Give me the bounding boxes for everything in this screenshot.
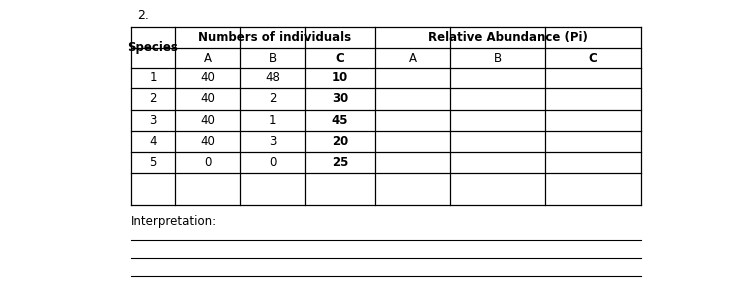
Text: B: B	[494, 52, 502, 65]
Text: 5: 5	[149, 156, 157, 169]
Text: 30: 30	[332, 92, 348, 105]
Text: Relative Abundance (Pi): Relative Abundance (Pi)	[428, 31, 588, 44]
Text: 3: 3	[268, 135, 276, 148]
Text: 45: 45	[332, 114, 348, 127]
Text: 3: 3	[149, 114, 157, 127]
Text: 48: 48	[265, 71, 280, 84]
Text: C: C	[589, 52, 597, 65]
Text: C: C	[336, 52, 344, 65]
Text: 2.: 2.	[137, 9, 148, 22]
Text: Interpretation:: Interpretation:	[131, 215, 218, 228]
Text: 40: 40	[200, 92, 215, 105]
Text: 20: 20	[332, 135, 348, 148]
Text: 40: 40	[200, 71, 215, 84]
Text: 10: 10	[332, 71, 348, 84]
Text: A: A	[409, 52, 416, 65]
Text: 0: 0	[204, 156, 212, 169]
Text: 1: 1	[268, 114, 276, 127]
Text: 0: 0	[268, 156, 276, 169]
Text: 25: 25	[332, 156, 348, 169]
Text: 2: 2	[149, 92, 157, 105]
Text: A: A	[203, 52, 211, 65]
Text: Species: Species	[128, 41, 178, 54]
Text: 40: 40	[200, 135, 215, 148]
Text: Numbers of individuals: Numbers of individuals	[199, 31, 352, 44]
Text: B: B	[268, 52, 277, 65]
Text: 2: 2	[268, 92, 276, 105]
Text: 1: 1	[149, 71, 157, 84]
Text: 40: 40	[200, 114, 215, 127]
Text: 4: 4	[149, 135, 157, 148]
